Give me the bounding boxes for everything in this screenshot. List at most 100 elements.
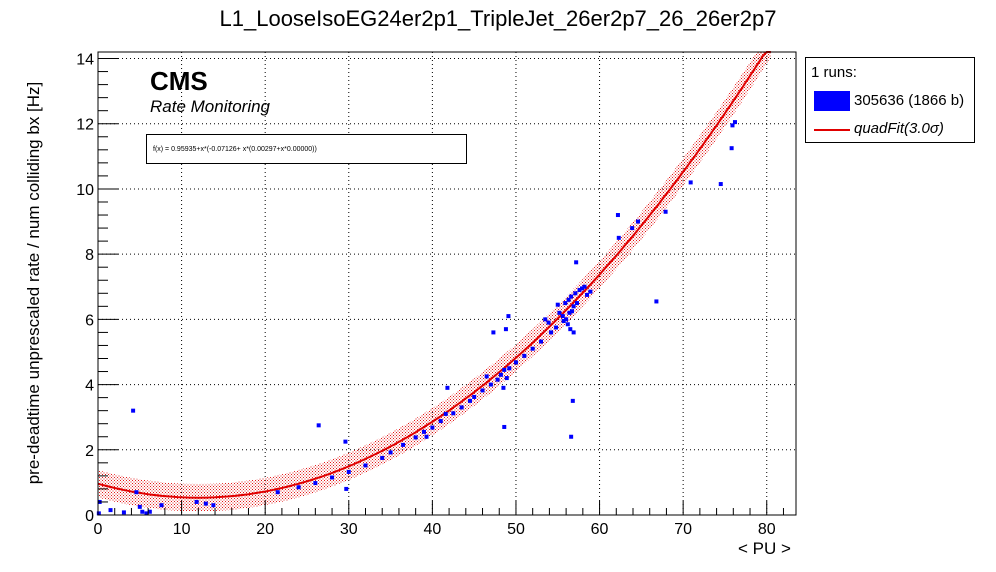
plot-frame xyxy=(97,51,797,516)
data-point xyxy=(580,286,585,291)
data-point xyxy=(316,423,321,428)
data-point xyxy=(502,367,507,372)
data-point xyxy=(718,182,723,187)
data-point xyxy=(522,353,527,358)
y-tick-label: 2 xyxy=(85,443,94,460)
data-point xyxy=(568,327,573,332)
data-point xyxy=(636,219,641,224)
data-point xyxy=(467,398,472,403)
y-tick-label: 6 xyxy=(85,312,94,329)
data-point xyxy=(569,309,574,314)
x-tick-label: 30 xyxy=(340,521,358,538)
data-point xyxy=(530,346,535,351)
data-point xyxy=(615,213,620,218)
data-point xyxy=(203,501,208,506)
data-point xyxy=(96,511,101,516)
data-point xyxy=(346,469,351,474)
data-point xyxy=(472,394,477,399)
y-tick-label: 8 xyxy=(85,247,94,264)
data-point xyxy=(543,317,548,322)
data-point xyxy=(491,330,496,335)
x-axis-ticks: 0 10 20 30 40 50 60 70 80 xyxy=(94,501,784,538)
fit-curve xyxy=(97,51,771,499)
data-point xyxy=(557,310,562,315)
data-point xyxy=(730,123,735,128)
y-tick-label: 10 xyxy=(76,182,94,199)
data-point xyxy=(546,320,551,325)
y-axis-ticks: 0 2 4 6 8 10 12 14 xyxy=(76,52,118,525)
legend-swatch-fit xyxy=(814,129,850,131)
data-point xyxy=(430,425,435,430)
data-point xyxy=(211,503,216,508)
data-point xyxy=(571,330,576,335)
data-point xyxy=(363,463,368,468)
data-point xyxy=(144,511,149,516)
data-point xyxy=(569,434,574,439)
data-point xyxy=(413,435,418,440)
data-point xyxy=(564,317,569,322)
x-tick-label: 70 xyxy=(674,521,692,538)
data-point xyxy=(585,292,590,297)
x-tick-label: 10 xyxy=(173,521,191,538)
data-point xyxy=(459,405,464,410)
data-point xyxy=(561,318,566,323)
data-point xyxy=(344,486,349,491)
data-point xyxy=(484,374,489,379)
data-point xyxy=(147,509,152,514)
data-point xyxy=(567,310,572,315)
data-point xyxy=(275,490,280,495)
x-tick-label: 20 xyxy=(256,521,274,538)
data-point xyxy=(630,226,635,231)
grid-lines xyxy=(97,52,796,516)
data-point xyxy=(502,424,507,429)
fit-formula-text: f(x) = 0.95935+x*(-0.07126+ x*(0.00297+x… xyxy=(153,146,317,153)
y-axis-label: pre-deadtime unprescaled rate / num coll… xyxy=(24,81,43,485)
data-point xyxy=(140,509,145,514)
data-point xyxy=(422,429,427,434)
x-tick-label: 40 xyxy=(423,521,441,538)
data-point xyxy=(565,322,570,327)
data-point xyxy=(729,146,734,151)
data-points xyxy=(96,120,737,516)
data-point xyxy=(443,411,448,416)
data-point xyxy=(616,235,621,240)
data-point xyxy=(549,330,554,335)
data-point xyxy=(574,260,579,265)
legend-label-run: 305636 (1866 b) xyxy=(854,92,965,109)
data-point xyxy=(566,297,571,302)
x-tick-label: 50 xyxy=(507,521,525,538)
data-point xyxy=(688,180,693,185)
data-point xyxy=(121,510,126,515)
rate-monitoring-label: Rate Monitoring xyxy=(150,97,271,116)
x-tick-label: 80 xyxy=(758,521,776,538)
data-point xyxy=(588,289,593,294)
data-point xyxy=(571,304,576,309)
data-point xyxy=(313,481,318,486)
data-point xyxy=(131,408,136,413)
legend: 1 runs: 305636 (1866 b) quadFit(3.0σ) xyxy=(805,57,975,143)
y-tick-label: 0 xyxy=(85,508,94,525)
data-point xyxy=(503,327,508,332)
data-point xyxy=(134,490,139,495)
data-point xyxy=(577,288,582,293)
x-tick-label: 60 xyxy=(591,521,609,538)
chart-title: L1_LooseIsoEG24er2p1_TripleJet_26er2p7_2… xyxy=(219,6,777,31)
y-tick-label: 12 xyxy=(76,117,94,134)
data-point xyxy=(732,120,737,125)
fit-uncertainty-band xyxy=(98,52,771,512)
data-point xyxy=(137,504,142,509)
data-point xyxy=(451,411,456,416)
data-point xyxy=(498,372,503,377)
data-point xyxy=(555,302,560,307)
legend-swatch-run xyxy=(814,91,850,111)
data-point xyxy=(554,325,559,330)
data-point xyxy=(343,439,348,444)
data-point xyxy=(108,508,113,513)
fit-formula-box: f(x) = 0.95935+x*(-0.07126+ x*(0.00297+x… xyxy=(146,134,467,164)
data-point xyxy=(388,450,393,455)
x-axis-label: < PU > xyxy=(738,539,791,558)
data-point xyxy=(563,301,568,306)
data-point xyxy=(501,385,506,390)
data-point xyxy=(488,382,493,387)
